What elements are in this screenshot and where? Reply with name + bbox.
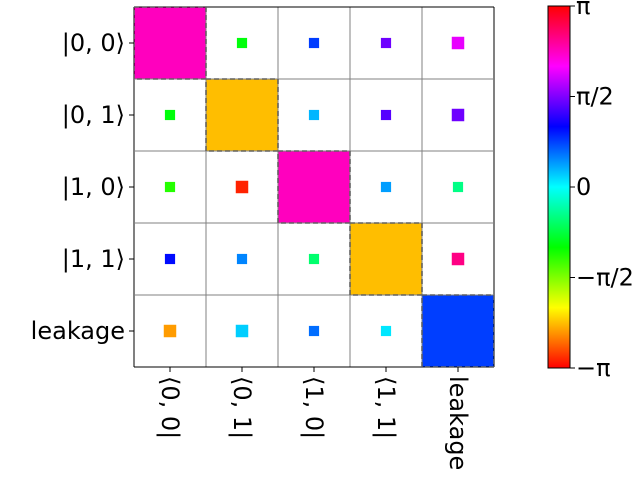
col-tick-label: ⟨0, 1| — [228, 376, 256, 439]
heatmap-cell-r3-c2 — [309, 254, 319, 264]
heatmap-cell-r1-c4 — [452, 109, 464, 121]
heatmap-cell-r2-c0 — [165, 182, 175, 192]
colorbar-tick-label: π/2 — [576, 82, 614, 110]
heatmap-cell-r0-c4 — [452, 37, 464, 49]
heatmap-cell-r0-c3 — [381, 38, 391, 48]
heatmap-cell-r1-c1 — [206, 79, 278, 151]
heatmap-cell-r0-c1 — [237, 38, 247, 48]
heatmap-cell-r3-c3 — [350, 223, 422, 295]
colorbar-tick-label: −π/2 — [576, 264, 634, 292]
heatmap-cell-r4-c3 — [381, 326, 391, 336]
heatmap-cell-r2-c3 — [381, 182, 391, 192]
colorbar-tick-label: −π — [576, 354, 611, 382]
row-tick-labels: |0, 0⟩ |0, 1⟩ |1, 0⟩ |1, 1⟩ leakage — [31, 29, 134, 345]
row-tick-label: |0, 1⟩ — [62, 101, 125, 129]
row-tick-label: |1, 0⟩ — [62, 173, 125, 201]
row-tick-label: |1, 1⟩ — [62, 245, 125, 273]
heatmap-cell-r1-c3 — [381, 110, 391, 120]
heatmap-cell-r4-c1 — [236, 325, 248, 337]
heatmap-cell-r0-c2 — [309, 38, 319, 48]
colorbar — [548, 6, 570, 368]
heatmap-cell-r4-c0 — [164, 325, 176, 337]
colorbar-gradient — [548, 6, 570, 368]
row-tick-label: leakage — [31, 317, 125, 345]
heatmap-cell-r1-c0 — [165, 110, 175, 120]
col-tick-label: leakage — [444, 376, 472, 470]
col-tick-label: ⟨1, 0| — [300, 376, 328, 439]
heatmap-cell-r3-c4 — [452, 253, 464, 265]
heatmap-cell-r1-c2 — [309, 110, 319, 120]
heatmap-cell-r4-c4 — [422, 295, 494, 367]
heatmap-cell-r3-c0 — [165, 254, 175, 264]
row-tick-label: |0, 0⟩ — [62, 29, 125, 57]
heatmap-cell-r2-c4 — [453, 182, 463, 192]
col-tick-label: ⟨0, 0| — [156, 376, 184, 439]
colorbar-tick-label: 0 — [576, 173, 591, 201]
heatmap-cell-r2-c2 — [278, 151, 350, 223]
heatmap-cell-r0-c0 — [134, 7, 206, 79]
col-tick-labels: ⟨0, 0| ⟨0, 1| ⟨1, 0| ⟨1, 1| leakage — [156, 367, 472, 470]
heatmap-cell-r2-c1 — [236, 181, 248, 193]
col-tick-label: ⟨1, 1| — [372, 376, 400, 439]
heatmap-cell-r3-c1 — [237, 254, 247, 264]
colorbar-ticks: π π/2 0 −π/2 −π — [570, 0, 634, 382]
heatmap-cell-r4-c2 — [309, 326, 319, 336]
colorbar-tick-label: π — [576, 0, 590, 20]
